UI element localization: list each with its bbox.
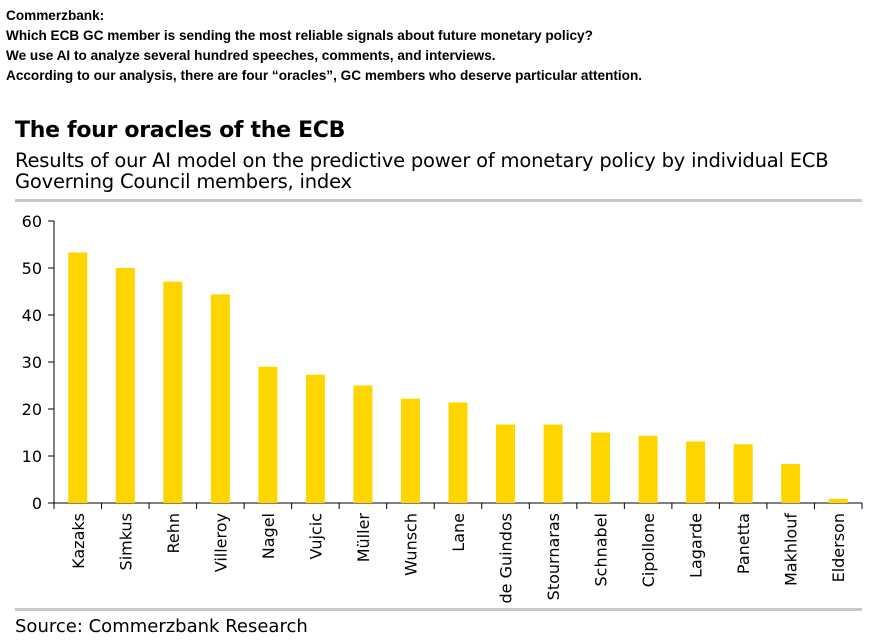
bar-makhlouf bbox=[781, 463, 801, 503]
chart-subtitle: Results of our AI model on the predictiv… bbox=[15, 149, 829, 193]
bar-vujcic bbox=[305, 374, 325, 503]
y-tick-label: 50 bbox=[22, 259, 42, 278]
x-tick-label: Stournaras bbox=[544, 513, 563, 600]
bottom-divider bbox=[15, 608, 862, 611]
x-tick-label: Cipollone bbox=[639, 513, 658, 587]
x-tick-label: Lane bbox=[449, 513, 468, 552]
x-tick-label: Panetta bbox=[734, 513, 753, 574]
bar-lane bbox=[448, 402, 468, 503]
x-tick-label: Müller bbox=[354, 513, 373, 563]
intro-line-3: We use AI to analyze several hundred spe… bbox=[6, 48, 496, 63]
x-tick-label: Villeroy bbox=[211, 513, 230, 572]
x-tick-label: Kazaks bbox=[69, 513, 88, 569]
bar-cipollone bbox=[638, 435, 658, 503]
bar-wunsch bbox=[400, 398, 420, 503]
x-tick-label: Lagarde bbox=[687, 513, 706, 578]
intro-line-4: According to our analysis, there are fou… bbox=[6, 68, 643, 83]
bar-rehn bbox=[163, 281, 183, 503]
x-tick-label: Vujcic bbox=[306, 513, 325, 559]
bar-schnabel bbox=[591, 432, 611, 503]
bars-layer bbox=[68, 252, 848, 503]
bar-lagarde bbox=[686, 441, 706, 503]
labels-layer: Kazaks Simkus Rehn Villeroy Nagel Vujcic Mülle… bbox=[69, 513, 848, 604]
bar-simkus bbox=[115, 268, 135, 503]
x-tick-label: Wunsch bbox=[401, 513, 420, 576]
bar-elderson bbox=[828, 498, 848, 503]
chart-title: The four oracles of the ECB bbox=[15, 118, 346, 143]
x-tick-label: Nagel bbox=[259, 513, 278, 559]
x-tick-label: Makhlouf bbox=[782, 513, 801, 586]
x-tick-label: de Guindos bbox=[497, 513, 516, 604]
source-note: Source: Commerzbank Research bbox=[15, 616, 308, 637]
bar-stournaras bbox=[543, 424, 563, 503]
y-tick-label: 30 bbox=[22, 353, 42, 372]
intro-line-2: Which ECB GC member is sending the most … bbox=[6, 28, 593, 43]
x-tick-label: Rehn bbox=[164, 513, 183, 554]
x-tick-label: Schnabel bbox=[592, 513, 611, 586]
y-tick-label: 20 bbox=[22, 400, 42, 419]
bar-panetta bbox=[733, 444, 753, 503]
bar-de-guindos bbox=[496, 424, 516, 503]
bar-m-ller bbox=[353, 385, 373, 503]
axis-layer: 0 10 20 30 40 50 60 bbox=[22, 212, 863, 513]
y-tick-label: 10 bbox=[22, 447, 42, 466]
bar-villeroy bbox=[210, 294, 230, 503]
y-tick-label: 40 bbox=[22, 306, 42, 325]
intro-text: Commerzbank: Which ECB GC member is send… bbox=[6, 6, 876, 86]
top-divider bbox=[15, 199, 862, 202]
intro-line-1: Commerzbank: bbox=[6, 8, 105, 23]
x-tick-label: Simkus bbox=[116, 513, 135, 570]
y-tick-label: 60 bbox=[22, 212, 42, 231]
bar-nagel bbox=[258, 366, 278, 503]
bar-kazaks bbox=[68, 252, 88, 503]
y-tick-label: 0 bbox=[32, 494, 42, 513]
x-tick-label: Elderson bbox=[829, 513, 848, 582]
bar-chart: 0 10 20 30 40 50 60 Kazaks Simkus Rehn Villeroy Na… bbox=[22, 212, 863, 604]
